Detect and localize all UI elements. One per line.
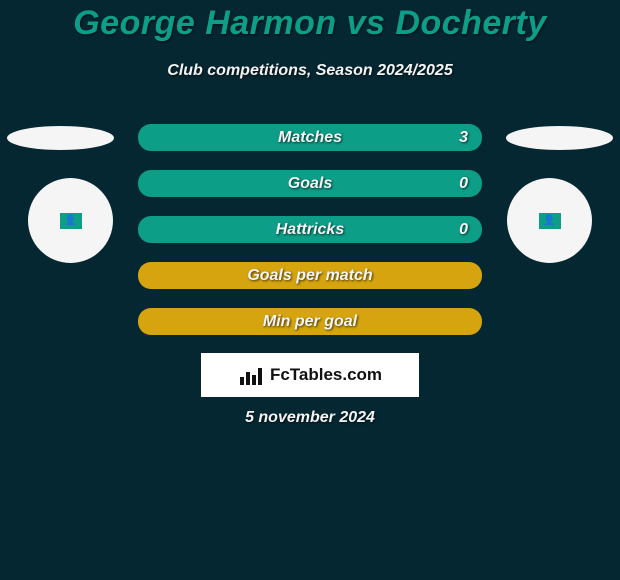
comparison-infographic: George Harmon vs Docherty Club competitio…: [0, 0, 620, 580]
player-left-ellipse: [7, 126, 114, 150]
comparison-title: George Harmon vs Docherty: [0, 4, 620, 43]
stat-label: Hattricks: [138, 221, 482, 239]
player-left-avatar: 👤: [28, 178, 113, 263]
stat-label: Matches: [138, 129, 482, 147]
avatar-placeholder-icon: 👤: [539, 213, 561, 229]
comparison-subtitle: Club competitions, Season 2024/2025: [0, 62, 620, 80]
stat-value-right: 0: [459, 221, 468, 239]
infographic-date: 5 november 2024: [0, 409, 620, 427]
stat-value-right: 0: [459, 175, 468, 193]
stat-label: Goals: [138, 175, 482, 193]
person-icon: 👤: [64, 215, 76, 226]
fctables-logo: FcTables.com: [201, 353, 419, 397]
person-icon: 👤: [543, 215, 555, 226]
stat-label: Min per goal: [138, 313, 482, 331]
logo-text: FcTables.com: [270, 365, 382, 385]
stat-row: Matches3: [138, 124, 482, 151]
player-right-ellipse: [506, 126, 613, 150]
stat-row: Goals per match: [138, 262, 482, 289]
avatar-placeholder-icon: 👤: [60, 213, 82, 229]
stat-value-right: 3: [459, 129, 468, 147]
stat-label: Goals per match: [138, 267, 482, 285]
player-right-avatar: 👤: [507, 178, 592, 263]
stat-row: Min per goal: [138, 308, 482, 335]
stat-row: Goals0: [138, 170, 482, 197]
bar-chart-icon: [238, 365, 264, 385]
stat-row: Hattricks0: [138, 216, 482, 243]
